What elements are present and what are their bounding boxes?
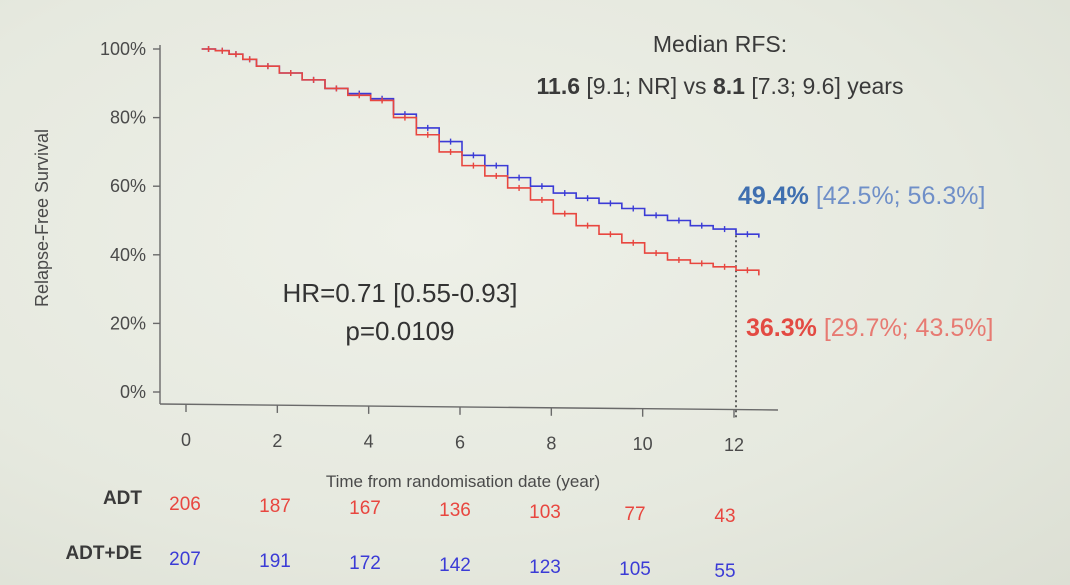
- x-tick-label: 10: [633, 434, 653, 454]
- y-tick-label: 20%: [110, 313, 146, 333]
- axes: [159, 45, 778, 411]
- number-at-risk-table: ADT 206 187 167 136 103 77 43 ADT+DE 207 191 172 142…: [65, 488, 735, 582]
- red-end-ci: [29.7%; 43.5%]: [817, 314, 994, 342]
- risk-count: 142: [439, 555, 471, 576]
- risk-count: 136: [439, 500, 471, 521]
- median-arm1-ci: [9.1; NR] vs: [580, 73, 713, 99]
- median-rfs-label: Median RFS:: [653, 31, 787, 57]
- risk-count: 43: [714, 506, 735, 527]
- risk-row-name: ADT+DE: [65, 543, 142, 564]
- risk-row-name: ADT: [103, 488, 142, 509]
- x-ticks: 0 2 4 6 8 10 12: [181, 404, 744, 455]
- risk-count: 167: [349, 498, 381, 519]
- risk-count: 207: [169, 549, 201, 570]
- blue-end-ci: [42.5%; 56.3%]: [809, 182, 986, 210]
- y-tick-label: 40%: [110, 245, 146, 265]
- risk-count: 77: [624, 504, 645, 525]
- x-tick-label: 12: [724, 435, 744, 455]
- red-end-label: 36.3% [29.7%; 43.5%]: [746, 314, 993, 342]
- p-value: p=0.0109: [345, 316, 454, 346]
- risk-count: 123: [529, 557, 561, 578]
- blue-end-label: 49.4% [42.5%; 56.3%]: [738, 182, 985, 210]
- x-tick-label: 8: [546, 433, 556, 453]
- x-tick-label: 0: [181, 430, 191, 450]
- y-axis-label: Relapse-Free Survival: [32, 129, 52, 307]
- x-tick-label: 4: [364, 432, 374, 452]
- y-tick-label: 80%: [110, 108, 146, 128]
- x-tick-label: 2: [272, 431, 282, 451]
- risk-count: 206: [169, 494, 201, 515]
- median-arm1-value: 11.6: [537, 73, 581, 99]
- hazard-ratio: HR=0.71 [0.55-0.93]: [283, 278, 518, 308]
- blue-end-value: 49.4%: [738, 182, 809, 210]
- y-tick-label: 0%: [120, 382, 146, 402]
- median-arm2-value: 8.1: [713, 73, 745, 99]
- x-axis-line: [159, 403, 778, 411]
- y-tick-label: 100%: [100, 39, 146, 59]
- survival-curves: [201, 46, 760, 276]
- median-arm2-ci: [7.3; 9.6] years: [745, 73, 904, 99]
- risk-count: 55: [714, 561, 735, 582]
- median-rfs-values: 11.6 [9.1; NR] vs 8.1 [7.3; 9.6] years: [537, 73, 904, 99]
- y-ticks: 0% 20% 40% 60% 80% 100%: [100, 39, 160, 402]
- risk-count: 105: [619, 559, 651, 580]
- x-tick-label: 6: [455, 433, 465, 453]
- x-axis-label: Time from randomisation date (year): [326, 472, 600, 491]
- y-tick-label: 60%: [110, 176, 146, 196]
- risk-count: 187: [259, 496, 291, 517]
- risk-count: 172: [349, 553, 381, 574]
- risk-count: 191: [259, 551, 291, 572]
- risk-count: 103: [529, 502, 561, 523]
- survival-curve-adt: [201, 48, 760, 276]
- red-end-value: 36.3%: [746, 314, 817, 342]
